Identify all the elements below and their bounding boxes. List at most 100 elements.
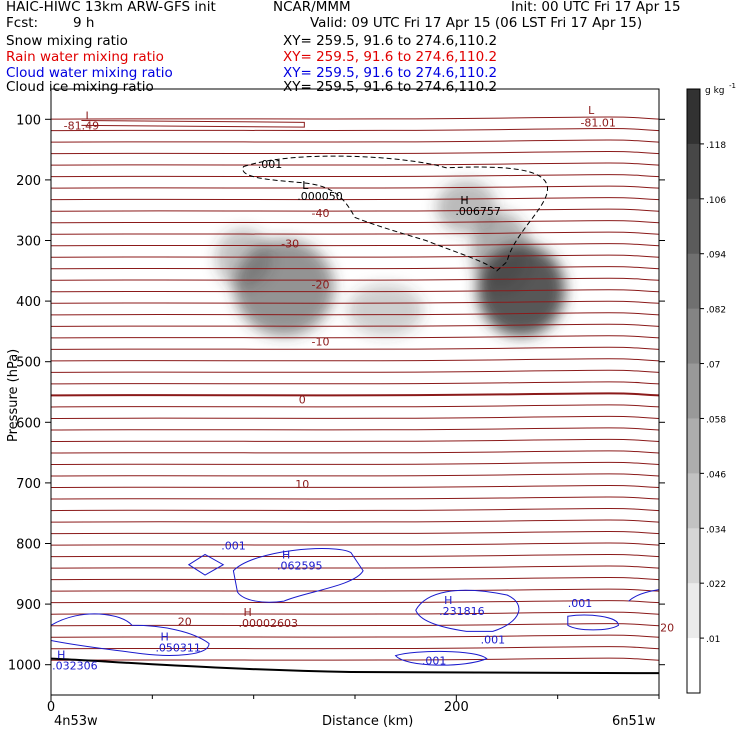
- extremum-value: .062595: [277, 560, 323, 573]
- colorbar-swatch: [687, 89, 700, 145]
- temperature-contour-line: [51, 358, 659, 362]
- temperature-contour-line: [51, 277, 659, 281]
- minimum-marker: L: [85, 109, 92, 122]
- temperature-contour-line: [51, 139, 659, 143]
- extremum-value: .00002603: [239, 617, 298, 630]
- colorbar-swatch: [687, 583, 700, 639]
- init-time: Init: 00 UTC Fri 17 Apr 15: [511, 0, 681, 15]
- temperature-contour-line: [51, 381, 659, 385]
- y-tick-label: 700: [16, 477, 41, 492]
- temperature-label: -81.01: [580, 116, 615, 129]
- temperature-contour-line: [51, 323, 659, 327]
- colorbar-label: .07: [706, 361, 720, 371]
- cloud-water-contour: [628, 589, 659, 602]
- maximum-marker: H: [160, 630, 168, 643]
- maximum-marker: H: [282, 549, 290, 562]
- extremum-value: .000050: [297, 190, 343, 203]
- contour-value-label: .001: [481, 633, 506, 646]
- colorbar-swatch: [687, 418, 700, 474]
- field-xy-cloud-water: XY= 259.5, 91.6 to 274.6,110.2: [283, 65, 498, 81]
- temperature-contour-line: [51, 634, 659, 638]
- y-tick-label: 900: [16, 598, 41, 613]
- temperature-contour-line: [51, 254, 659, 258]
- temperature-contour-line: [51, 335, 659, 339]
- maximum-marker: H: [57, 649, 65, 662]
- colorbar-label: .058: [706, 415, 726, 425]
- ground-surface-line: [51, 657, 659, 675]
- field-xy-snow: XY= 259.5, 91.6 to 274.6,110.2: [283, 33, 498, 49]
- temperature-contour-line: [51, 588, 659, 592]
- x-tick-label: 200: [444, 700, 469, 715]
- colorbar-frame: [686, 88, 701, 694]
- colorbar-label: .118: [706, 141, 726, 151]
- minimum-marker: L: [588, 104, 595, 117]
- y-tick-label: 500: [16, 356, 41, 371]
- field-xy-cloud-ice: XY= 259.5, 91.6 to 274.6,110.2: [283, 79, 498, 95]
- temperature-contour-line: [51, 243, 659, 247]
- temperature-contour-line: [51, 266, 659, 270]
- temperature-contour-line: [51, 646, 659, 650]
- temperature-contour-line: [51, 438, 659, 442]
- endpoint-left: 4n53w: [54, 714, 98, 729]
- temperature-contour-line: [51, 312, 659, 316]
- colorbar: .118 .106 .094 .082 .07 .058 .046 .034 .022 .01: [686, 88, 726, 694]
- maximum-marker: H: [444, 594, 452, 607]
- org-label: NCAR/MMM: [273, 0, 351, 15]
- temperature-contour-line: [51, 231, 659, 235]
- maximum-marker: H: [460, 194, 468, 207]
- snow-max-area: [470, 212, 531, 293]
- y-axis-title: Pressure (hPa): [6, 349, 21, 442]
- colorbar-label: .022: [706, 580, 726, 590]
- temperature-contour-line: [51, 369, 659, 373]
- temperature-contour-line: [51, 404, 659, 408]
- temperature-contour-line: [51, 151, 659, 155]
- temperature-contour-line: [51, 116, 659, 120]
- colorbar-swatch: [687, 363, 700, 419]
- temperature-contour-line: [51, 657, 659, 661]
- snow-max-area: [215, 228, 272, 289]
- temperature-label: -81.49: [64, 119, 99, 132]
- x-axis-title: Distance (km): [322, 714, 413, 729]
- minimum-marker: L: [302, 179, 309, 192]
- temperature-contour-line: [51, 220, 659, 224]
- cloud-water-contour: [415, 589, 520, 632]
- model-title: HAIC-HIWC 13km ARW-GFS init: [6, 0, 216, 15]
- temperature-contour-line: [51, 484, 659, 489]
- temperature-label: 10: [295, 478, 309, 491]
- colorbar-swatch: [687, 308, 700, 365]
- cloud-water-contour: [51, 613, 210, 656]
- cloud-water-contour: [394, 650, 488, 666]
- temperature-contour-line: [51, 427, 659, 431]
- snow-max-area: [347, 284, 424, 337]
- contour-value-label: .001: [422, 655, 447, 668]
- temperature-contour-line: [51, 600, 659, 604]
- extremum-value: .050311: [155, 641, 201, 654]
- field-xy-rain: XY= 259.5, 91.6 to 274.6,110.2: [283, 49, 498, 65]
- y-tick-label: 200: [16, 174, 41, 189]
- valid-time: Valid: 09 UTC Fri 17 Apr 15 (06 LST Fri …: [310, 15, 643, 31]
- temperature-contour-line: [51, 197, 659, 201]
- temperature-label: -10: [312, 336, 330, 349]
- fcst-value: 9 h: [73, 15, 95, 31]
- colorbar-unit-exponent: -1: [729, 82, 736, 90]
- colorbar-swatch: [687, 638, 700, 694]
- extremum-value: .231816: [439, 605, 485, 618]
- temperature-contour-line: [51, 611, 659, 615]
- snow-shading: [215, 181, 566, 337]
- temperature-contour-line: [51, 346, 659, 350]
- colorbar-swatch: [687, 473, 700, 529]
- temperature-contour-line: [51, 174, 659, 178]
- colorbar-label: .034: [706, 525, 726, 535]
- field-name-cloud-water: Cloud water mixing ratio: [6, 65, 173, 81]
- temperature-contour-line: [51, 473, 659, 477]
- maximum-marker: H: [244, 606, 252, 619]
- y-tick-label: 800: [16, 538, 41, 553]
- temperature-label: -30: [281, 238, 299, 251]
- temperature-contour-line: [51, 496, 659, 500]
- contour-value-label: .001: [221, 540, 246, 553]
- temperature-contour-line: [51, 461, 659, 466]
- y-tick-label: 600: [16, 416, 41, 431]
- colorbar-swatch: [687, 143, 700, 200]
